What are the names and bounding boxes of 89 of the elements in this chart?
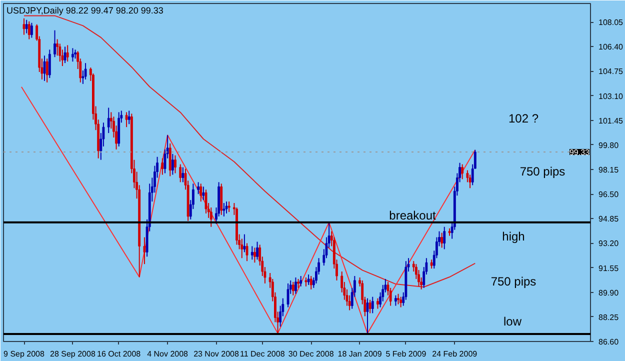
candlestick <box>461 164 464 180</box>
x-tick-label: 5 Feb 2009 <box>386 350 427 358</box>
candlestick <box>25 19 28 34</box>
candlestick <box>292 281 294 296</box>
candlestick <box>179 164 182 183</box>
x-tick-label: 11 Dec 2008 <box>240 350 286 358</box>
candlestick <box>210 206 212 228</box>
annotation: high <box>502 230 525 244</box>
candlestick <box>43 55 46 82</box>
y-tick-label: 106.40 <box>598 42 624 52</box>
candlestick <box>84 62 87 80</box>
candlestick <box>222 202 226 217</box>
candlestick <box>310 275 312 290</box>
x-tick-label: 9 Sep 2008 <box>4 350 46 358</box>
candlestick <box>58 43 62 62</box>
candlestick <box>174 154 176 174</box>
candlestick <box>182 166 184 183</box>
y-tick-label: 89.90 <box>598 288 620 298</box>
candlestick <box>125 112 128 128</box>
candlestick <box>168 142 172 177</box>
candlestick <box>253 247 256 264</box>
y-tick-label: 96.50 <box>598 190 620 200</box>
x-tick-label: 28 Sep 2008 <box>50 350 96 358</box>
candlestick <box>202 186 205 201</box>
annotation: 102 ? <box>508 112 539 126</box>
candlestick <box>300 275 302 287</box>
candlestick <box>371 296 374 314</box>
y-tick-label: 108.05 <box>598 18 624 28</box>
candlestick <box>468 174 472 189</box>
candlestick <box>443 226 446 250</box>
candlestick <box>28 20 30 40</box>
y-tick-label: 99.80 <box>598 140 620 150</box>
candlestick <box>204 189 208 214</box>
candlestick <box>400 296 402 308</box>
y-tick-label: 101.45 <box>598 116 624 126</box>
candlestick <box>394 294 397 306</box>
candlestick <box>197 182 200 195</box>
candlestick <box>54 30 56 58</box>
candlestick <box>128 110 130 125</box>
candlestick <box>107 107 110 134</box>
candlestick <box>397 293 400 305</box>
candlestick <box>225 201 228 214</box>
candlestick <box>246 242 248 262</box>
candlestick <box>161 158 164 176</box>
candlestick <box>368 299 372 314</box>
y-tick-label: 93.20 <box>598 239 620 248</box>
y-tick-label: 103.10 <box>598 92 624 101</box>
candlestick <box>286 282 290 308</box>
line-series <box>24 15 476 288</box>
candlestick <box>294 276 297 294</box>
y-tick-label: 104.75 <box>598 67 624 76</box>
candlestick <box>22 18 26 36</box>
candlestick <box>243 234 246 253</box>
x-tick-label: 16 Oct 2008 <box>97 350 142 358</box>
line-series <box>20 86 476 334</box>
x-tick-label: 4 Nov 2008 <box>147 350 189 358</box>
annotation: 750 pips <box>490 274 536 288</box>
candlestick <box>256 241 258 260</box>
candlestick <box>72 48 74 62</box>
x-tick-label: 18 Jan 2009 <box>338 350 382 358</box>
candlestick <box>240 238 244 259</box>
y-tick-label: 88.25 <box>598 312 620 322</box>
y-tick-label: 94.85 <box>598 214 620 224</box>
candlestick <box>440 232 444 248</box>
candlestick <box>46 58 48 83</box>
candlestick <box>200 183 202 202</box>
candlestick <box>30 22 33 38</box>
candlestick <box>250 246 254 260</box>
x-tick-label: 24 Feb 2009 <box>432 350 478 358</box>
annotation: breakout <box>389 208 437 222</box>
candlestick <box>228 201 230 212</box>
candlestick <box>366 298 369 334</box>
candlestick <box>220 183 223 216</box>
y-tick-label: 86.60 <box>598 338 620 346</box>
ref-line-label: 99.33 <box>569 148 590 157</box>
candlestick <box>66 44 69 62</box>
candlestick <box>143 236 146 265</box>
x-tick-label: 23 Nov 2008 <box>194 350 240 358</box>
y-tick-label: 98.15 <box>598 166 620 175</box>
chart-title: USDJPY,Daily 98.22 99.47 98.20 99.33 <box>6 6 164 16</box>
candlestick <box>307 274 310 286</box>
candlestick <box>376 298 379 310</box>
candlestick <box>171 153 174 176</box>
annotation: 750 pips <box>520 164 566 178</box>
annotation: low <box>503 314 522 328</box>
x-tick-label: 30 Dec 2008 <box>288 350 334 358</box>
y-tick-label: 91.55 <box>598 264 620 273</box>
candlestick <box>64 46 66 64</box>
candlestick <box>48 49 51 78</box>
